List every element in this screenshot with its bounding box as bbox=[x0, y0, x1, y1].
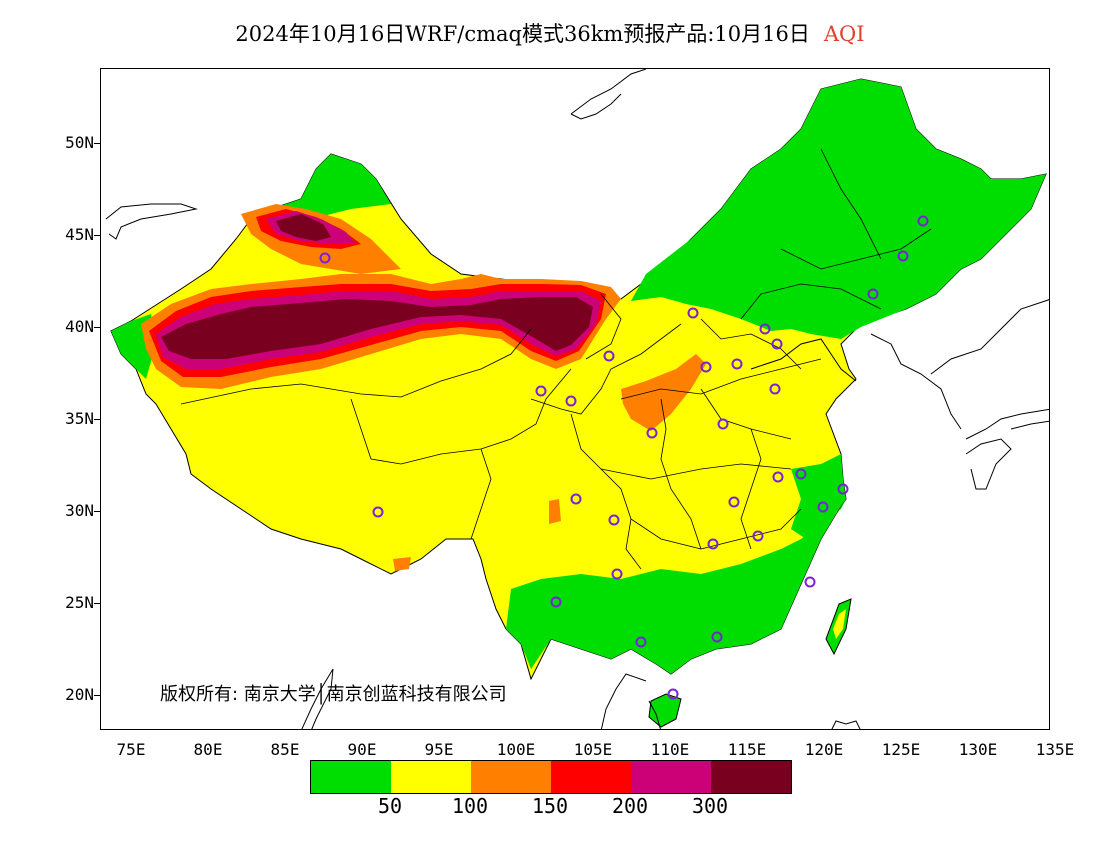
lon-label-95e: 95E bbox=[424, 740, 454, 759]
lat-tick bbox=[94, 511, 100, 512]
station-marker bbox=[728, 496, 740, 508]
lon-label-135e: 135E bbox=[1035, 740, 1075, 759]
map-title-main: 2024年10月16日WRF/cmaq模式36km预报产品:10月16日 bbox=[235, 22, 810, 46]
station-marker bbox=[771, 338, 783, 350]
lon-label-110e: 110E bbox=[650, 740, 690, 759]
legend-swatch bbox=[391, 761, 471, 793]
station-marker bbox=[707, 538, 719, 550]
lat-tick bbox=[94, 143, 100, 144]
station-marker bbox=[550, 596, 562, 608]
lon-label-90e: 90E bbox=[347, 740, 377, 759]
lat-label-40n: 40N bbox=[65, 317, 94, 336]
green-south-region bbox=[506, 499, 846, 674]
lon-label-75e: 75E bbox=[116, 740, 146, 759]
lon-label-120e: 120E bbox=[804, 740, 844, 759]
lat-tick bbox=[94, 419, 100, 420]
lat-label-20n: 20N bbox=[65, 685, 94, 704]
orange-central-patch bbox=[621, 354, 706, 431]
lat-tick bbox=[94, 603, 100, 604]
legend-swatch bbox=[471, 761, 551, 793]
legend-label-200: 200 bbox=[611, 794, 649, 818]
lat-label-35n: 35N bbox=[65, 409, 94, 428]
lon-label-100e: 100E bbox=[496, 740, 536, 759]
station-marker bbox=[731, 358, 743, 370]
lat-label-25n: 25N bbox=[65, 593, 94, 612]
aqi-legend bbox=[310, 760, 792, 794]
orange-tibet-patch bbox=[393, 557, 411, 571]
orange-sichuan-patch bbox=[549, 499, 561, 524]
green-northeast-region bbox=[631, 79, 1046, 339]
lat-label-50n: 50N bbox=[65, 133, 94, 152]
legend-swatch bbox=[551, 761, 631, 793]
station-marker bbox=[769, 383, 781, 395]
lat-tick bbox=[94, 235, 100, 236]
map-title-product: AQI bbox=[823, 22, 865, 46]
station-marker bbox=[565, 395, 577, 407]
station-marker bbox=[535, 385, 547, 397]
station-marker bbox=[646, 427, 658, 439]
lat-tick bbox=[94, 327, 100, 328]
station-marker bbox=[700, 361, 712, 373]
station-marker bbox=[570, 493, 582, 505]
taiwan-inner bbox=[833, 609, 846, 639]
station-marker bbox=[717, 418, 729, 430]
copyright-text: 版权所有: 南京大学│南京创蓝科技有限公司 bbox=[160, 684, 507, 705]
lat-label-45n: 45N bbox=[65, 225, 94, 244]
legend-swatch bbox=[631, 761, 711, 793]
station-marker bbox=[711, 631, 723, 643]
lat-label-30n: 30N bbox=[65, 501, 94, 520]
station-marker bbox=[635, 636, 647, 648]
lon-label-80e: 80E bbox=[193, 740, 223, 759]
lon-label-105e: 105E bbox=[573, 740, 613, 759]
legend-label-150: 150 bbox=[531, 794, 569, 818]
map-title: 2024年10月16日WRF/cmaq模式36km预报产品:10月16日 AQI bbox=[0, 18, 1100, 48]
lon-label-115e: 115E bbox=[727, 740, 767, 759]
station-marker bbox=[603, 350, 615, 362]
station-marker bbox=[319, 252, 331, 264]
station-marker bbox=[667, 688, 679, 700]
station-marker bbox=[608, 514, 620, 526]
aqi-map bbox=[105, 69, 1049, 729]
station-marker bbox=[804, 576, 816, 588]
legend-swatch bbox=[311, 761, 391, 793]
station-marker bbox=[687, 307, 699, 319]
legend-label-50: 50 bbox=[377, 794, 403, 818]
lon-label-85e: 85E bbox=[270, 740, 300, 759]
maroon-pollution-core bbox=[161, 297, 593, 359]
station-marker bbox=[817, 501, 829, 513]
station-marker bbox=[611, 568, 623, 580]
maroon-north-xinjiang bbox=[276, 214, 331, 241]
station-markers bbox=[319, 215, 929, 700]
legend-label-100: 100 bbox=[451, 794, 489, 818]
station-marker bbox=[372, 506, 384, 518]
station-marker bbox=[917, 215, 929, 227]
station-marker bbox=[795, 468, 807, 480]
province-borders bbox=[180, 148, 932, 570]
map-frame bbox=[100, 68, 1050, 730]
lon-label-125e: 125E bbox=[881, 740, 921, 759]
legend-swatch bbox=[711, 761, 791, 793]
station-marker bbox=[759, 323, 771, 335]
station-marker bbox=[837, 483, 849, 495]
lon-label-130e: 130E bbox=[958, 740, 998, 759]
neighbor-coastlines bbox=[105, 69, 1049, 729]
station-marker bbox=[752, 530, 764, 542]
lat-tick bbox=[94, 695, 100, 696]
station-marker bbox=[897, 250, 909, 262]
legend-label-300: 300 bbox=[691, 794, 729, 818]
station-marker bbox=[772, 471, 784, 483]
station-marker bbox=[867, 288, 879, 300]
